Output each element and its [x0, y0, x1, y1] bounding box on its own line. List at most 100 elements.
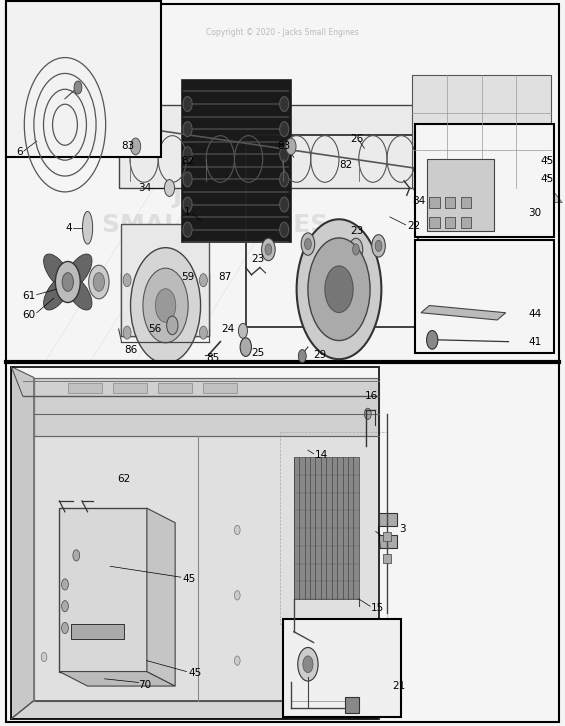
- Text: 26: 26: [350, 134, 363, 144]
- Text: 41: 41: [528, 338, 541, 347]
- Ellipse shape: [183, 222, 192, 237]
- Text: 22: 22: [407, 221, 420, 231]
- Text: Copyright © 2020 - Jacks Small Engines: Copyright © 2020 - Jacks Small Engines: [206, 28, 359, 37]
- Polygon shape: [11, 701, 401, 719]
- Text: 29: 29: [314, 351, 327, 360]
- Bar: [158, 383, 192, 393]
- Bar: [445, 197, 455, 208]
- Ellipse shape: [372, 234, 385, 257]
- Ellipse shape: [280, 222, 289, 237]
- Polygon shape: [11, 367, 34, 719]
- Text: 3: 3: [399, 523, 406, 534]
- Text: 45: 45: [188, 668, 201, 678]
- Ellipse shape: [44, 276, 71, 310]
- Text: 30: 30: [528, 208, 541, 219]
- Ellipse shape: [199, 274, 207, 287]
- Text: 34: 34: [138, 183, 151, 193]
- Ellipse shape: [298, 648, 318, 681]
- Ellipse shape: [364, 408, 371, 420]
- Text: 59: 59: [181, 272, 194, 282]
- Polygon shape: [412, 188, 562, 203]
- Ellipse shape: [305, 238, 311, 250]
- Ellipse shape: [123, 326, 131, 339]
- Ellipse shape: [143, 268, 188, 343]
- Text: 16: 16: [364, 391, 377, 401]
- Bar: [71, 624, 124, 639]
- Text: 24: 24: [221, 324, 234, 334]
- Bar: [34, 378, 379, 701]
- Text: 25: 25: [251, 348, 264, 357]
- Ellipse shape: [308, 238, 370, 340]
- Text: 86: 86: [124, 345, 137, 354]
- Bar: [429, 217, 440, 228]
- Ellipse shape: [123, 274, 131, 287]
- Text: 62: 62: [118, 474, 131, 484]
- Text: 23: 23: [350, 227, 363, 237]
- Ellipse shape: [93, 273, 105, 291]
- Bar: [427, 159, 494, 232]
- Ellipse shape: [131, 248, 201, 363]
- Bar: [294, 457, 359, 599]
- Ellipse shape: [353, 244, 359, 255]
- Text: 61: 61: [23, 291, 36, 301]
- Text: JACKS
SMALL ENGINES: JACKS SMALL ENGINES: [102, 184, 328, 237]
- Text: 23: 23: [251, 253, 264, 264]
- Ellipse shape: [164, 179, 175, 197]
- Ellipse shape: [183, 147, 192, 162]
- Bar: [246, 135, 418, 327]
- Text: 45: 45: [182, 574, 195, 584]
- Ellipse shape: [240, 338, 251, 356]
- Ellipse shape: [427, 330, 438, 349]
- Text: 70: 70: [138, 680, 151, 690]
- Ellipse shape: [280, 122, 289, 136]
- Text: 60: 60: [23, 309, 36, 319]
- Polygon shape: [59, 672, 175, 686]
- Bar: [415, 240, 554, 353]
- Text: 82: 82: [339, 160, 352, 169]
- Text: 82: 82: [181, 156, 194, 166]
- Ellipse shape: [62, 622, 68, 634]
- Ellipse shape: [183, 197, 192, 212]
- Ellipse shape: [62, 579, 68, 590]
- Text: 45: 45: [541, 156, 554, 166]
- Ellipse shape: [297, 219, 381, 359]
- Polygon shape: [147, 508, 175, 686]
- Bar: [181, 79, 291, 242]
- Ellipse shape: [155, 289, 176, 322]
- Bar: [429, 197, 440, 208]
- Ellipse shape: [199, 326, 207, 339]
- Ellipse shape: [183, 122, 192, 136]
- Ellipse shape: [183, 172, 192, 187]
- Ellipse shape: [262, 238, 275, 261]
- Ellipse shape: [55, 261, 80, 303]
- Bar: [59, 508, 147, 672]
- Bar: [6, 1, 161, 158]
- Text: 15: 15: [371, 603, 384, 613]
- Bar: [113, 383, 147, 393]
- Ellipse shape: [183, 97, 192, 112]
- Bar: [121, 224, 209, 336]
- Ellipse shape: [131, 138, 141, 155]
- Bar: [461, 217, 471, 228]
- Text: 45: 45: [541, 174, 554, 184]
- Bar: [119, 105, 438, 188]
- Ellipse shape: [301, 233, 315, 256]
- Bar: [461, 197, 471, 208]
- Ellipse shape: [280, 197, 289, 212]
- Ellipse shape: [62, 273, 73, 291]
- Ellipse shape: [234, 656, 240, 665]
- Bar: [34, 378, 379, 436]
- Ellipse shape: [73, 550, 80, 561]
- Ellipse shape: [44, 254, 71, 288]
- Text: 6: 6: [16, 147, 23, 157]
- Bar: [445, 217, 455, 228]
- Ellipse shape: [82, 211, 93, 244]
- Ellipse shape: [280, 172, 289, 187]
- Ellipse shape: [74, 81, 82, 94]
- Ellipse shape: [234, 591, 240, 600]
- Ellipse shape: [349, 238, 363, 261]
- Text: 56: 56: [148, 324, 161, 334]
- Ellipse shape: [41, 653, 47, 661]
- Ellipse shape: [167, 316, 178, 335]
- Ellipse shape: [65, 254, 92, 288]
